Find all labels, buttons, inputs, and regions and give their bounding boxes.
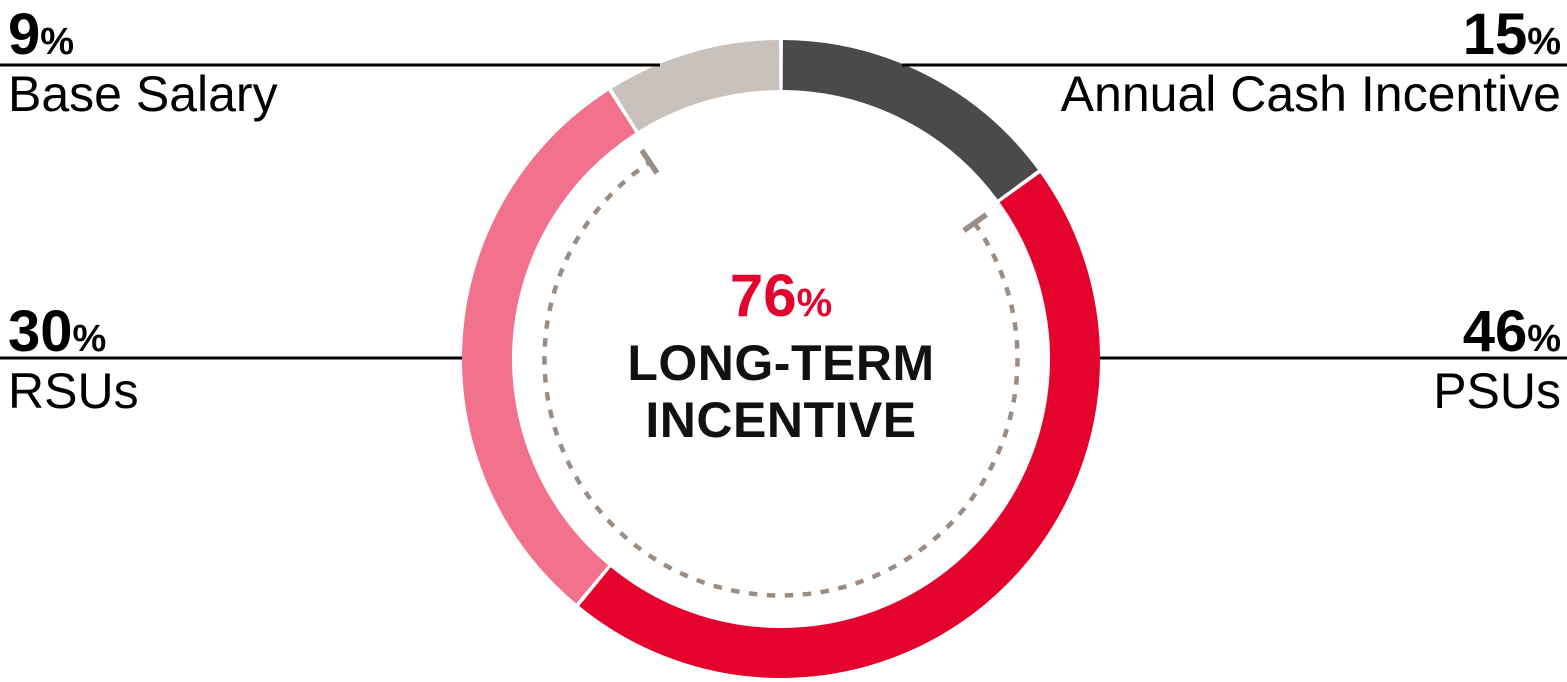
callout-annual-cash-incentive-label: Annual Cash Incentive	[1060, 66, 1561, 122]
callout-base-salary-percent: 9%	[8, 6, 74, 64]
callout-value: 9	[8, 2, 41, 67]
percent-sign: %	[1527, 21, 1561, 63]
dashed-arc-end-tick-right	[962, 212, 988, 233]
donut-segment-psus	[579, 173, 1100, 678]
callout-value: 15	[1462, 2, 1528, 67]
dashed-arc-end-tick-left	[639, 148, 660, 175]
center-value: 76	[729, 262, 797, 329]
callout-rsus-label: RSUs	[8, 363, 139, 419]
center-percent: 76%	[581, 266, 981, 326]
donut-segment-base-salary	[611, 40, 780, 132]
center-label-line1: LONG-TERM	[627, 335, 935, 391]
callout-value: 46	[1462, 299, 1528, 364]
callout-base-salary-label: Base Salary	[8, 66, 278, 122]
callout-rsus-percent: 30%	[8, 303, 106, 361]
percent-sign: %	[1527, 318, 1561, 360]
callout-value: 30	[8, 299, 73, 364]
percent-sign: %	[796, 281, 833, 325]
callout-psus-percent: 46%	[1463, 303, 1561, 361]
callout-psus-label: PSUs	[1433, 363, 1561, 419]
callout-annual-cash-incentive-percent: 15%	[1463, 6, 1561, 64]
donut-segment-annual-cash-incentive	[782, 40, 1038, 200]
percent-sign: %	[40, 21, 75, 63]
long-term-incentive-dashed-arc	[542, 160, 1020, 598]
percent-sign: %	[72, 318, 107, 360]
donut-segment-rsus	[462, 90, 636, 604]
center-label-line2: INCENTIVE	[645, 392, 917, 448]
